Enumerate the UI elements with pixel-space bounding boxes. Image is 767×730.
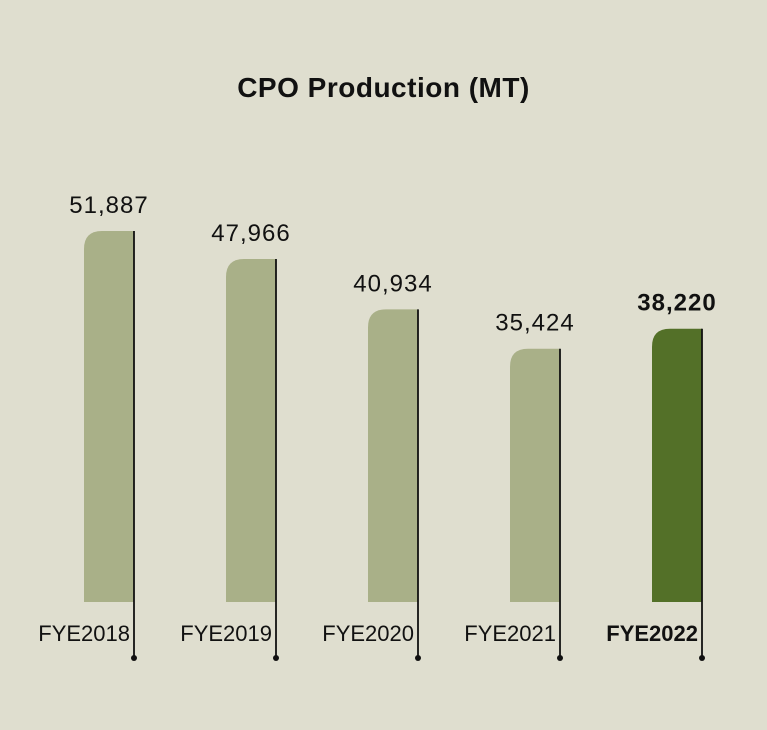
value-label: 47,966 [211, 220, 290, 247]
bar-fye2019 [226, 259, 276, 602]
category-label: FYE2021 [464, 621, 556, 646]
category-label: FYE2019 [180, 621, 272, 646]
value-label: 51,887 [69, 192, 148, 219]
bar-fye2020 [368, 309, 418, 602]
category-label: FYE2022 [606, 621, 698, 646]
bar-fye2022 [652, 328, 702, 602]
bar-marker-dot [557, 655, 563, 661]
chart-title: CPO Production (MT) [237, 72, 530, 103]
value-label: 40,934 [353, 270, 432, 297]
bar-fye2018 [84, 231, 134, 602]
bar-marker-dot [699, 655, 705, 661]
value-label: 38,220 [637, 290, 716, 317]
category-label: FYE2018 [38, 621, 130, 646]
bar-marker-dot [131, 655, 137, 661]
bar-marker-dot [273, 655, 279, 661]
bar-fye2021 [510, 348, 560, 602]
category-label: FYE2020 [322, 621, 414, 646]
value-label: 35,424 [495, 310, 574, 337]
bar-marker-dot [415, 655, 421, 661]
